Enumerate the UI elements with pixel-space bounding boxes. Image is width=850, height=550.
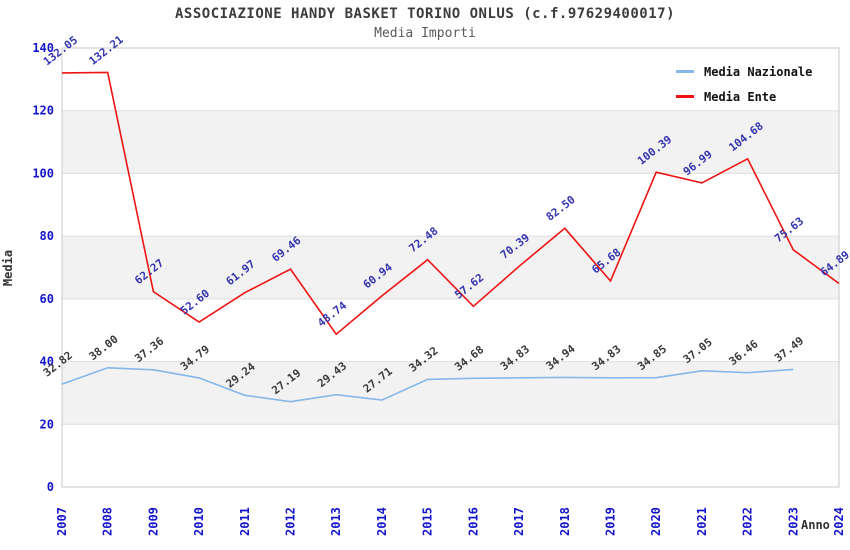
x-tick-label: 2017 xyxy=(512,507,526,536)
x-tick-label: 2012 xyxy=(284,507,298,536)
y-tick-label: 40 xyxy=(40,355,54,369)
x-tick-label: 2020 xyxy=(649,507,663,536)
plot-band xyxy=(62,236,839,299)
x-tick-label: 2010 xyxy=(192,507,206,536)
legend-swatch-media-ente-icon xyxy=(676,95,694,98)
legend-label: Media Nazionale xyxy=(704,64,813,79)
legend-label: Media Ente xyxy=(704,89,777,104)
plot-border xyxy=(61,47,840,488)
y-tick-label: 60 xyxy=(40,292,54,306)
y-tick-label: 0 xyxy=(47,480,54,494)
data-label: 132.21 xyxy=(87,33,127,68)
y-tick-label: 20 xyxy=(40,417,54,431)
plot-band xyxy=(62,110,839,174)
data-label: 37.49 xyxy=(772,334,806,365)
data-label: 37.36 xyxy=(132,334,166,365)
series-line-media-ente xyxy=(61,71,840,336)
x-tick-label: 2019 xyxy=(604,507,618,536)
x-tick-label: 2014 xyxy=(375,507,389,536)
y-tick-label: 140 xyxy=(32,41,54,55)
x-tick-label: 2015 xyxy=(421,507,435,536)
x-tick-label: 2011 xyxy=(238,507,252,536)
y-tick-label: 120 xyxy=(32,104,54,118)
x-tick-label: 2018 xyxy=(558,507,572,536)
x-tick-label: 2008 xyxy=(101,507,115,536)
data-label: 82.50 xyxy=(544,193,578,224)
x-axis-title: Anno xyxy=(801,518,830,532)
x-tick-label: 2022 xyxy=(741,507,755,536)
data-label: 48.74 xyxy=(315,299,349,330)
legend: Media Nazionale Media Ente xyxy=(676,59,812,109)
x-tick-label: 2021 xyxy=(695,507,709,536)
y-tick-label: 80 xyxy=(40,229,54,243)
legend-item-media-ente: Media Ente xyxy=(676,84,812,109)
chart-subtitle: Media Importi xyxy=(374,26,476,41)
x-tick-label: 2016 xyxy=(466,507,480,536)
y-tick-label: 100 xyxy=(32,166,54,180)
x-tick-label: 2009 xyxy=(146,507,160,536)
data-label: 38.00 xyxy=(87,333,121,364)
legend-item-media-nazionale: Media Nazionale xyxy=(676,59,812,84)
x-tick-label: 2007 xyxy=(55,507,69,536)
series-line-media-nazionale xyxy=(61,366,794,403)
x-tick-label: 2024 xyxy=(832,507,846,536)
plot-band xyxy=(62,361,839,425)
legend-swatch-media-nazionale-icon xyxy=(676,70,694,73)
x-tick-label: 2023 xyxy=(786,507,800,536)
x-tick-label: 2013 xyxy=(329,507,343,536)
chart-title: ASSOCIAZIONE HANDY BASKET TORINO ONLUS (… xyxy=(174,6,675,22)
y-axis-title: Media xyxy=(1,249,15,287)
